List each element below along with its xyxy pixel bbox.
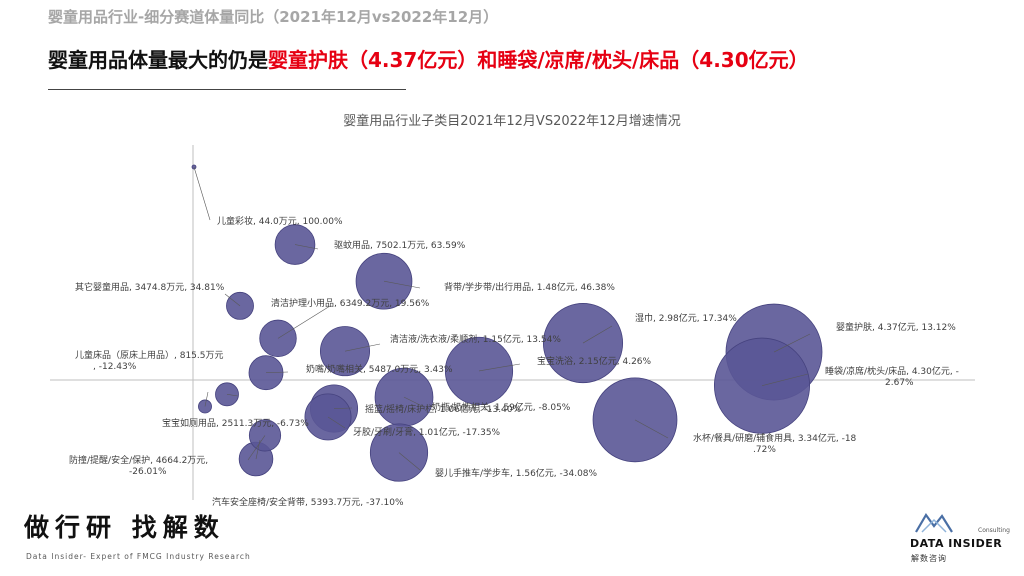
headline-highlight-skincare: 婴童护肤（4.37亿元）	[268, 48, 478, 72]
data-label-15: 牙胶/牙刷/牙膏, 1.01亿元, -17.35%	[353, 426, 501, 438]
data-label-17: 防撞/提醒/安全/保护, 4664.2万元, -26.01%	[69, 454, 211, 477]
data-label-11: 宝宝如厕用品, 2511.3万元, -6.73%	[162, 417, 309, 429]
logo-chinese-name: 解数咨询	[911, 554, 947, 563]
data-label-3: 其它婴童用品, 3474.8万元, 34.81%	[75, 281, 225, 293]
data-label-5: 湿巾, 2.98亿元, 17.34%	[635, 312, 737, 324]
headline-underline	[48, 89, 406, 90]
bubble-1	[274, 224, 316, 265]
data-label-1: 驱蚊用品, 7502.1万元, 63.59%	[334, 239, 466, 251]
leader-line-13	[204, 391, 209, 407]
data-label-7: 婴童护肤, 4.37亿元, 13.12%	[836, 321, 956, 333]
leader-line-12	[403, 396, 423, 407]
data-label-10: 睡袋/凉席/枕头/床品, 4.30亿元, -2.67%	[825, 365, 959, 388]
data-label-0: 儿童彩妆, 44.0万元, 100.00%	[217, 215, 343, 227]
data-label-9: 奶嘴/奶嘴相关, 5487.0万元, 3.43%	[306, 363, 453, 375]
leader-line-7	[773, 333, 811, 353]
leader-line-0	[193, 166, 211, 221]
headline: 婴童用品体量最大的仍是婴童护肤（4.37亿元）和睡袋/凉席/枕头/床品（4.30…	[48, 44, 809, 73]
leader-line-14	[333, 407, 353, 409]
leader-line-15	[327, 416, 346, 429]
logo-mark-icon	[915, 512, 953, 533]
data-label-16: 水杯/餐具/研磨/辅食用具, 3.34亿元, -18.72%	[693, 432, 857, 455]
data-insider-logo: Consulting DATA INSIDER 解数咨询	[910, 512, 1014, 570]
brand-slogan: 做行研 找解数	[24, 513, 225, 542]
leader-line-17	[247, 435, 266, 461]
logo-name: DATA INSIDER	[910, 537, 1003, 550]
leader-line-4	[277, 305, 331, 339]
data-label-19: 汽车安全座椅/安全背带, 5393.7万元, -37.10%	[212, 496, 404, 508]
leader-line-18	[398, 452, 421, 471]
headline-highlight-bedding: 和睡袋/凉席/枕头/床品（4.30亿元）	[477, 48, 809, 72]
leader-line-10	[761, 373, 809, 386]
headline-part1: 婴童用品体量最大的仍是	[48, 48, 268, 72]
page-supertitle: 婴童用品行业-细分赛道体量同比（2021年12月vs2022年12月）	[48, 8, 499, 26]
data-label-18: 婴儿手推车/学步车, 1.56亿元, -34.08%	[435, 467, 598, 479]
data-label-14: 摇篮/摇椅/床护栏, 1.06亿元, -13.40%	[365, 403, 522, 415]
logo-consulting-text: Consulting	[978, 527, 1010, 534]
leader-line-1	[294, 244, 319, 250]
data-label-6: 清洁液/洗衣液/柔顺剂, 1.15亿元, 13.54%	[390, 333, 561, 345]
leader-line-8	[478, 363, 521, 372]
data-label-8: 宝宝洗浴, 2.15亿元, 4.26%	[537, 355, 652, 367]
leader-line-9	[265, 371, 289, 373]
data-label-13: 儿童床品（原床上用品）, 815.5万元, -12.43%	[75, 349, 224, 372]
data-label-2: 背带/学步带/出行用品, 1.48亿元, 46.38%	[444, 281, 615, 293]
leader-line-3	[224, 293, 241, 307]
leader-line-2	[383, 280, 421, 289]
leader-line-19	[255, 439, 261, 460]
leader-line-16	[634, 419, 669, 439]
data-label-4: 清洁护理小用品, 6349.2万元, 19.56%	[271, 297, 430, 309]
leader-line-6	[344, 343, 381, 352]
data-label-12: 奶瓶/奶瓶相关, 1.59亿元, -8.05%	[432, 401, 571, 413]
leader-line-11	[226, 394, 239, 397]
brand-slogan-sub: Data Insider- Expert of FMCG Industry Re…	[26, 552, 251, 561]
leader-line-5	[582, 325, 613, 344]
chart-title: 婴童用品行业子类目2021年12月VS2022年12月增速情况	[343, 114, 681, 129]
